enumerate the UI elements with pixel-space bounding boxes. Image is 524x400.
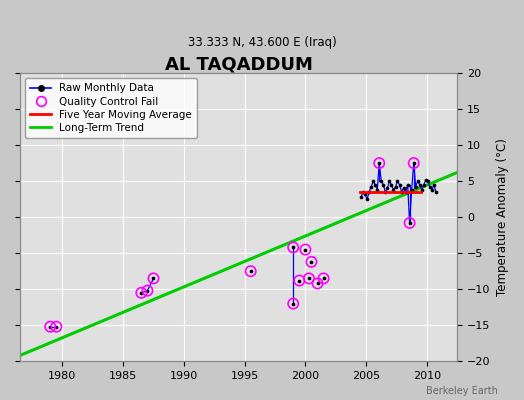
Point [361, 191, 369, 197]
Point [149, 275, 158, 282]
Point [410, 160, 418, 166]
Point [413, 178, 422, 184]
Point [301, 246, 310, 253]
Point [320, 275, 328, 282]
Point [393, 178, 401, 184]
Point [137, 290, 146, 296]
Point [420, 182, 428, 188]
Point [46, 324, 54, 330]
Point [403, 182, 412, 188]
Point [301, 246, 310, 253]
Point [401, 189, 410, 195]
Text: 33.333 N, 43.600 E (Iraq): 33.333 N, 43.600 E (Iraq) [188, 36, 336, 49]
Point [389, 186, 398, 193]
Point [143, 288, 151, 294]
Point [371, 182, 379, 188]
Point [406, 220, 414, 226]
Legend: Raw Monthly Data, Quality Control Fail, Five Year Moving Average, Long-Term Tren: Raw Monthly Data, Quality Control Fail, … [25, 78, 198, 138]
Point [406, 220, 414, 226]
Point [289, 300, 298, 307]
Point [307, 259, 315, 265]
Point [313, 280, 322, 287]
Y-axis label: Temperature Anomaly (°C): Temperature Anomaly (°C) [496, 138, 509, 296]
Point [416, 182, 424, 188]
Point [46, 324, 54, 330]
Point [425, 184, 434, 190]
Point [149, 275, 158, 282]
Point [422, 176, 430, 183]
Point [359, 189, 367, 195]
Point [365, 189, 373, 195]
Point [369, 178, 377, 184]
Point [383, 185, 391, 192]
Point [381, 189, 389, 195]
Point [399, 185, 408, 192]
Point [391, 184, 400, 190]
Title: AL TAQADDUM: AL TAQADDUM [165, 55, 312, 73]
Point [423, 178, 432, 184]
Point [52, 324, 60, 330]
Point [377, 178, 386, 184]
Point [375, 160, 384, 166]
Point [428, 186, 436, 193]
Point [52, 324, 60, 330]
Point [395, 182, 403, 188]
Point [295, 277, 303, 284]
Point [418, 186, 426, 193]
Point [305, 275, 313, 282]
Point [305, 275, 313, 282]
Point [430, 182, 438, 188]
Point [408, 186, 416, 193]
Point [411, 184, 420, 190]
Point [385, 178, 394, 184]
Point [313, 280, 322, 287]
Point [373, 186, 381, 193]
Point [387, 182, 396, 188]
Point [246, 268, 255, 274]
Point [375, 160, 384, 166]
Text: Berkeley Earth: Berkeley Earth [426, 386, 498, 396]
Point [363, 196, 372, 202]
Point [137, 290, 146, 296]
Point [367, 184, 375, 190]
Point [289, 300, 298, 307]
Point [289, 244, 298, 251]
Point [397, 189, 406, 195]
Point [307, 259, 315, 265]
Point [320, 275, 328, 282]
Point [432, 189, 440, 195]
Point [357, 194, 365, 200]
Point [289, 244, 298, 251]
Point [246, 268, 255, 274]
Point [379, 182, 388, 188]
Point [410, 160, 418, 166]
Point [143, 288, 151, 294]
Point [295, 277, 303, 284]
